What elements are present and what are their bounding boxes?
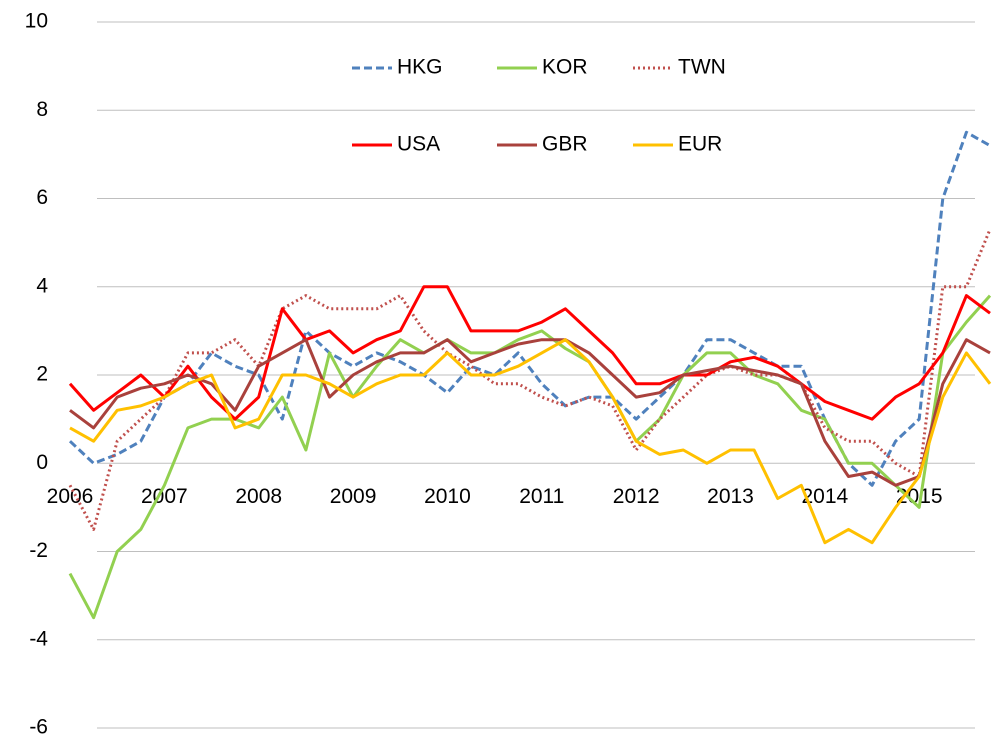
x-tick-label: 2007 [141,485,188,508]
series-line [68,285,991,421]
series-line [69,338,992,545]
legend-label: KOR [542,56,588,79]
legend-label: USA [397,133,440,156]
series-line [69,338,991,487]
x-tick-label: 2011 [519,485,564,508]
x-tick-label: 2012 [613,485,660,508]
y-tick-label: -4 [29,627,48,650]
y-tick-label: 10 [25,10,48,33]
x-tick-label: 2014 [802,485,849,508]
y-tick-label: -6 [29,716,48,739]
x-tick-label: 2013 [707,485,754,508]
x-tick-label: 2009 [330,485,377,508]
y-tick-label: 0 [36,451,48,474]
y-tick-label: 4 [36,274,48,297]
y-tick-label: 8 [36,98,48,121]
legend-label: EUR [678,133,722,156]
series-line [68,294,992,620]
y-tick-label: -2 [29,539,48,562]
y-tick-label: 2 [36,363,48,386]
legend-label: TWN [678,56,726,79]
x-tick-label: 2008 [235,485,282,508]
x-tick-label: 2006 [47,485,94,508]
series-line [68,228,992,531]
legend-label: GBR [542,133,588,156]
series-line [68,130,991,487]
legend-label: HKG [397,56,443,79]
x-tick-label: 2010 [424,485,471,508]
y-tick-label: 6 [36,186,48,209]
